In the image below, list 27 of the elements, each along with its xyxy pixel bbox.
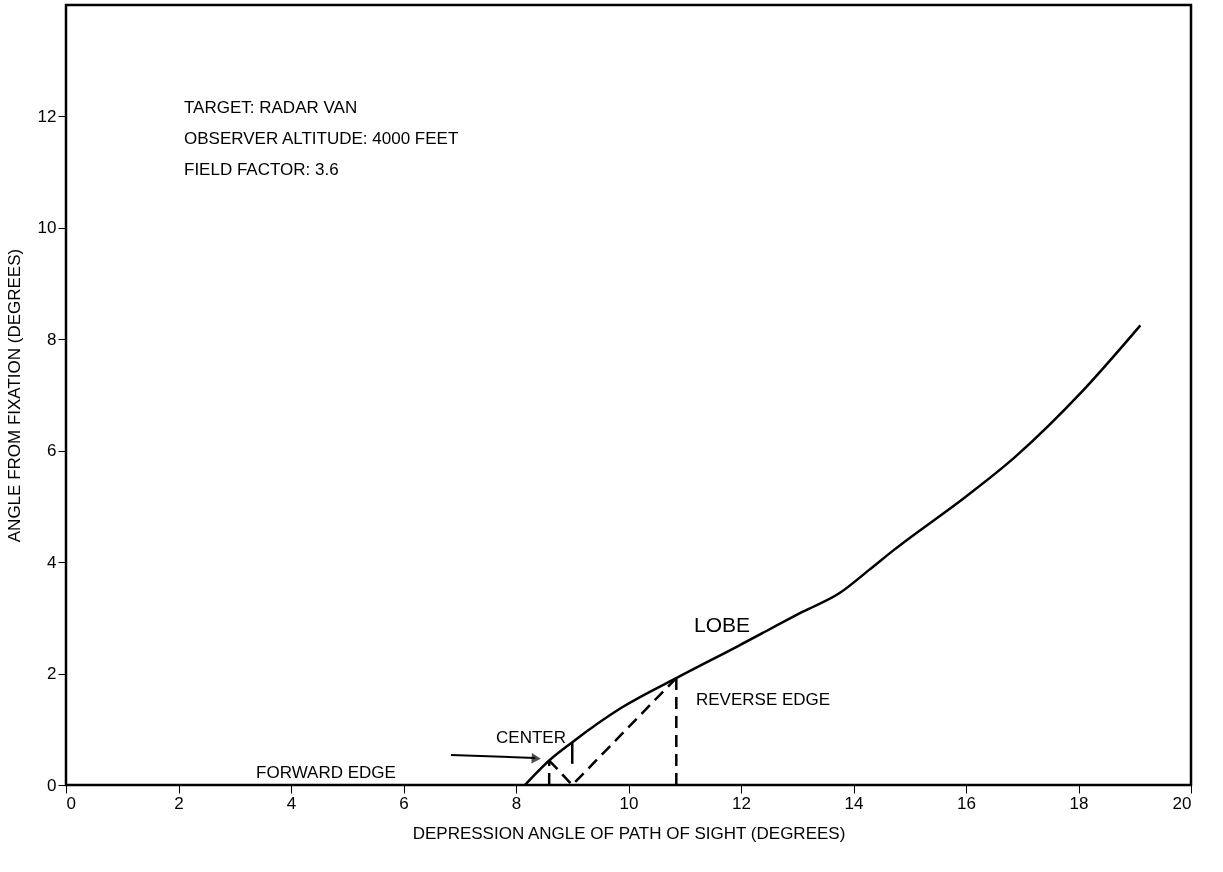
y-tick-label: 2 bbox=[47, 664, 57, 684]
x-tick-label: 10 bbox=[619, 793, 639, 813]
x-tick-label: 2 bbox=[174, 793, 184, 813]
annotation: CENTER bbox=[496, 728, 566, 747]
x-tick-label: 16 bbox=[957, 793, 976, 813]
x-tick-label: 8 bbox=[511, 793, 522, 813]
x-tick-label: 20 bbox=[1172, 793, 1192, 813]
y-tick-label: 12 bbox=[37, 106, 57, 126]
y-tick-label: 6 bbox=[47, 441, 57, 461]
x-tick-label: 6 bbox=[399, 793, 409, 813]
annotation: TARGET: RADAR VAN bbox=[184, 98, 358, 117]
y-tick-label: 0 bbox=[47, 775, 57, 795]
x-tick-label: 0 bbox=[66, 793, 76, 813]
annotation: LOBE bbox=[693, 613, 751, 636]
annotation: FIELD FACTOR: 3.6 bbox=[184, 160, 339, 179]
x-axis-title: DEPRESSION ANGLE OF PATH OF SIGHT (DEGREES) bbox=[412, 823, 846, 843]
x-tick-label: 12 bbox=[732, 793, 751, 813]
x-tick-label: 14 bbox=[844, 793, 864, 813]
annotation: REVERSE EDGE bbox=[696, 690, 831, 709]
y-tick-label: 10 bbox=[37, 218, 57, 238]
y-axis-title: ANGLE FROM FIXATION (DEGREES) bbox=[4, 248, 24, 543]
x-tick-label: 4 bbox=[286, 793, 297, 813]
annotation: OBSERVER ALTITUDE: 4000 FEET bbox=[184, 129, 459, 148]
y-tick-label: 4 bbox=[47, 552, 57, 572]
y-tick-label: 8 bbox=[47, 329, 57, 349]
annotation: FORWARD EDGE bbox=[256, 763, 396, 782]
x-tick-label: 18 bbox=[1069, 793, 1089, 813]
